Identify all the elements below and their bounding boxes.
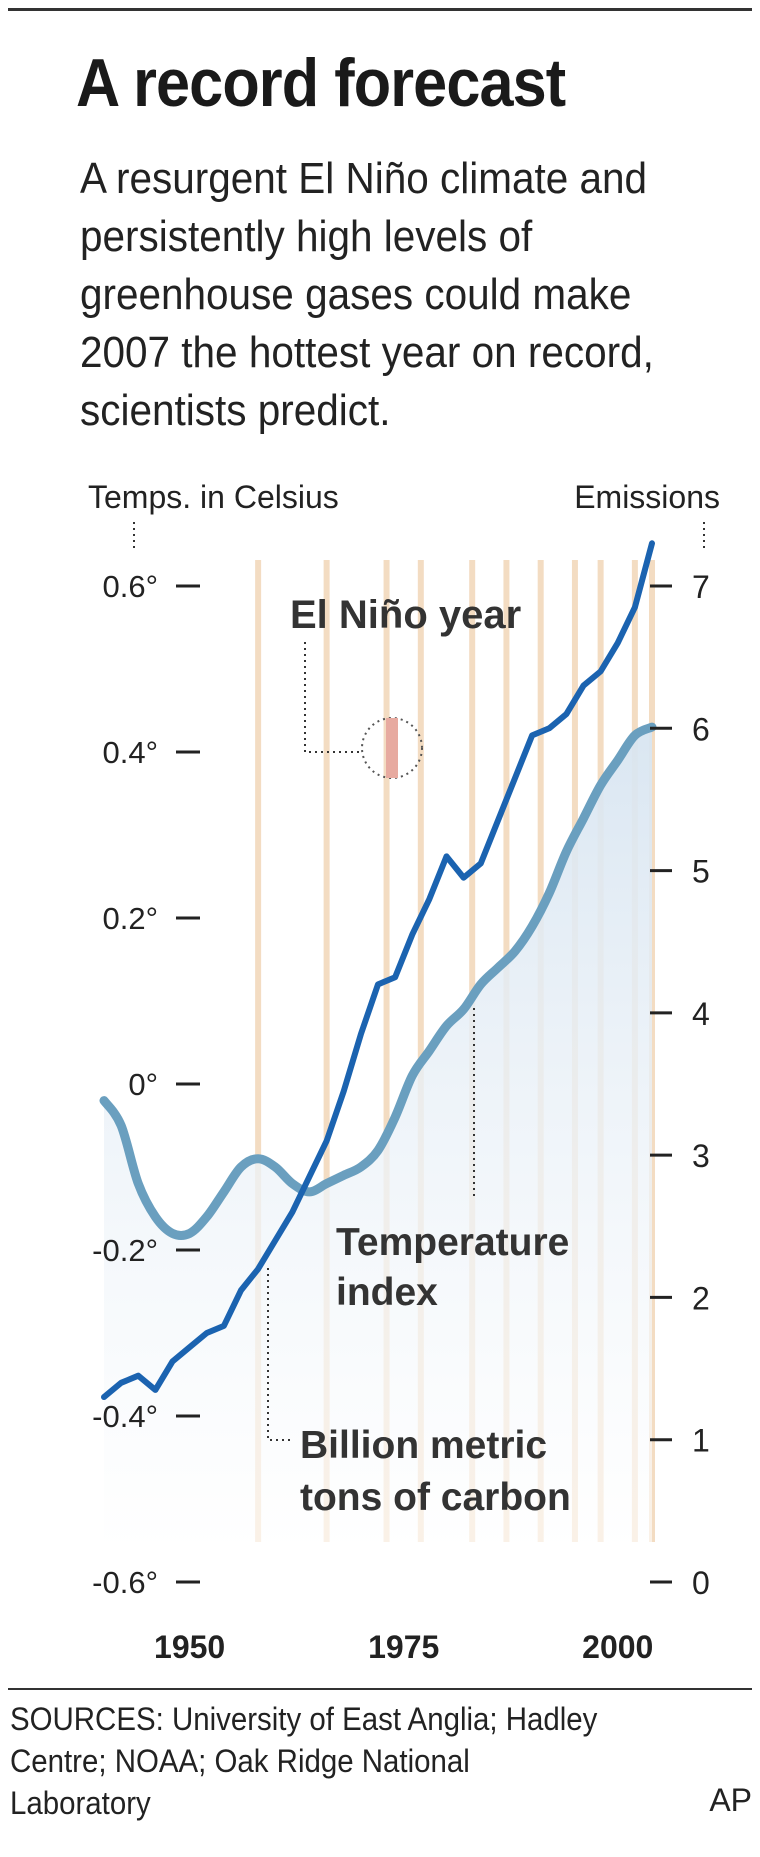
x-tick-label: 1950 bbox=[154, 1629, 225, 1665]
el-nino-bar bbox=[323, 560, 330, 1542]
x-tick-label: 2000 bbox=[582, 1629, 653, 1665]
y-left-tick-label: -0.4° bbox=[92, 1399, 158, 1434]
x-axis: 1950 1975 2000 bbox=[154, 1629, 653, 1665]
credit-label: AP bbox=[709, 1782, 752, 1818]
y-right-axis: 7 6 5 4 3 2 1 0 bbox=[650, 569, 710, 1601]
y-left-tick-label: -0.6° bbox=[92, 1565, 158, 1600]
chart-canvas: Temps. in Celsius Emissions 0.6° 0.4° 0.2°… bbox=[88, 479, 720, 1665]
y-right-tick-label: 7 bbox=[692, 569, 710, 605]
y-right-tick-label: 0 bbox=[692, 1565, 710, 1601]
y-right-axis-label: Emissions bbox=[574, 479, 720, 515]
y-left-tick-label: 0.4° bbox=[103, 735, 159, 770]
el-nino-bar bbox=[255, 560, 262, 1542]
temperature-label: Temperature index bbox=[336, 1221, 570, 1314]
y-left-tick-label: 0.2° bbox=[103, 901, 159, 936]
y-right-tick-label: 6 bbox=[692, 711, 710, 747]
y-left-tick-label: 0° bbox=[128, 1067, 158, 1102]
x-tick-label: 1975 bbox=[368, 1629, 439, 1665]
footer-rule bbox=[8, 1688, 752, 1690]
emissions-label-leader bbox=[267, 1268, 290, 1441]
y-right-tick-label: 1 bbox=[692, 1423, 710, 1459]
sources-note: SOURCES: University of East Anglia; Hadl… bbox=[10, 1701, 598, 1821]
el-nino-bar bbox=[383, 560, 390, 1542]
y-left-axis: 0.6° 0.4° 0.2° 0° -0.2° -0.4° -0.6° bbox=[92, 569, 200, 1600]
emissions-label: Billion metric tons of carbon bbox=[300, 1424, 571, 1519]
el-nino-legend-leader bbox=[304, 642, 362, 753]
el-nino-bar bbox=[417, 560, 424, 1542]
temperature-area-fill bbox=[104, 727, 652, 1552]
y-left-axis-label: Temps. in Celsius bbox=[88, 479, 339, 515]
chart-title: A record forecast bbox=[76, 45, 566, 121]
y-right-tick-label: 4 bbox=[692, 996, 710, 1032]
chart-subtitle: A resurgent El Niño climate and persiste… bbox=[80, 154, 654, 435]
y-right-tick-label: 3 bbox=[692, 1138, 710, 1174]
y-right-tick-label: 2 bbox=[692, 1280, 710, 1316]
y-right-tick-label: 5 bbox=[692, 854, 710, 890]
el-nino-legend-circle bbox=[361, 717, 423, 779]
y-left-tick-label: 0.6° bbox=[103, 569, 159, 604]
top-rule bbox=[8, 8, 752, 11]
data-points bbox=[103, 543, 653, 1398]
el-nino-legend-label: El Niño year bbox=[290, 593, 521, 637]
el-nino-legend-swatch bbox=[386, 718, 398, 778]
y-left-tick-label: -0.2° bbox=[92, 1233, 158, 1268]
